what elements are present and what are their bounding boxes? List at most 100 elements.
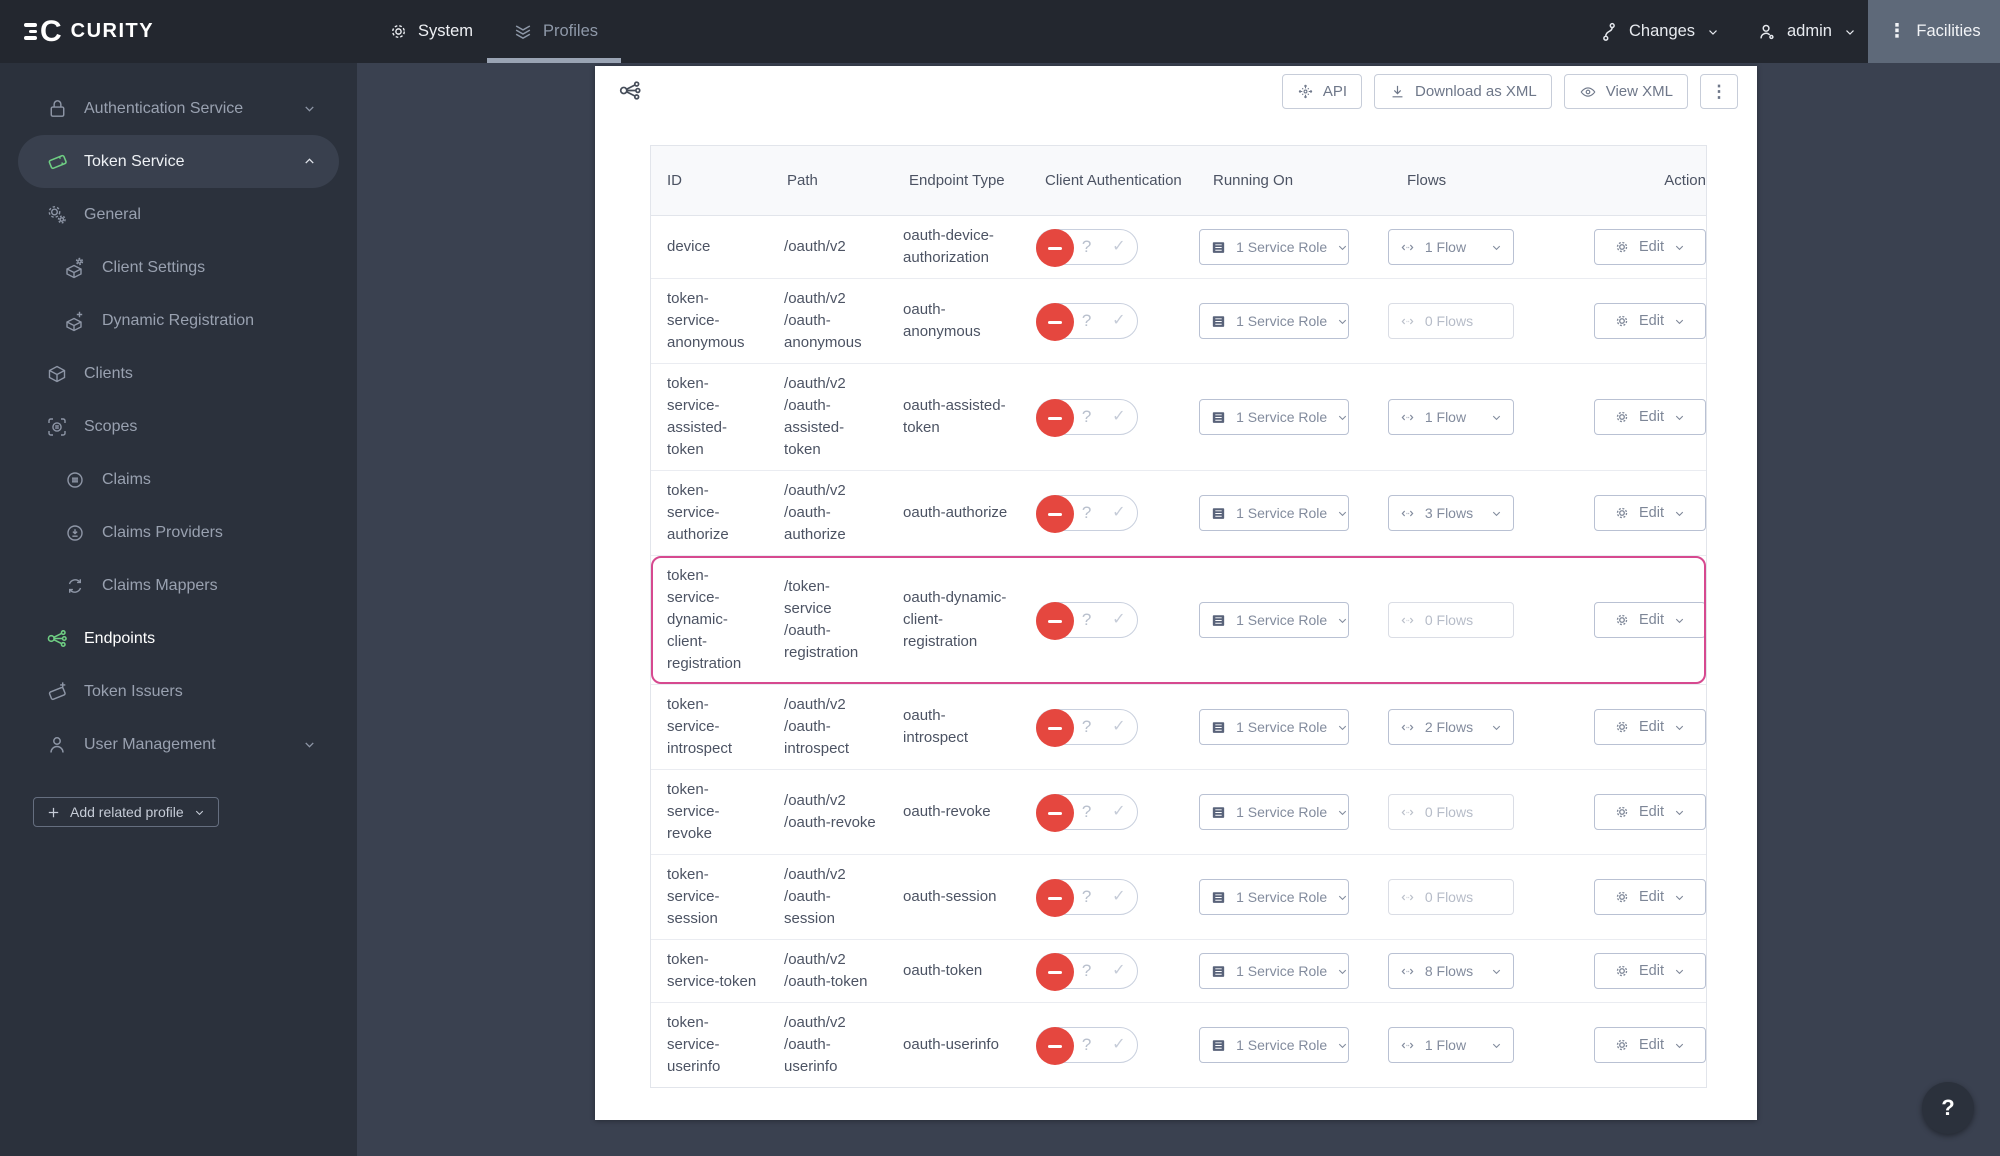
sidebar-item-dynamic-registration[interactable]: Dynamic Registration <box>0 294 357 347</box>
edit-button[interactable]: Edit <box>1594 399 1706 435</box>
add-related-profile-button[interactable]: Add related profile <box>33 797 219 827</box>
sidebar-item-token-issuers[interactable]: Token Issuers <box>0 665 357 718</box>
edit-button[interactable]: Edit <box>1594 953 1706 989</box>
edit-button[interactable]: Edit <box>1594 794 1706 830</box>
running-on-dropdown[interactable]: 1 Service Role <box>1199 879 1350 915</box>
sidebar-item-scopes[interactable]: Scopes <box>0 400 357 453</box>
flows-dropdown[interactable]: 0 Flows <box>1387 303 1514 339</box>
nav-item-admin[interactable]: admin <box>1756 0 1857 63</box>
sidebar-item-token-service[interactable]: Token Service <box>18 135 339 188</box>
auth-enabled-option[interactable]: ✓ <box>1112 1036 1126 1053</box>
auth-enabled-option[interactable]: ✓ <box>1112 312 1126 329</box>
table-row: token-service-revoke ​/oauth​/v2​/oauth-… <box>651 769 1706 854</box>
edit-button[interactable]: Edit <box>1594 495 1706 531</box>
auth-unknown-option[interactable]: ? <box>1081 610 1092 629</box>
auth-disabled-option[interactable] <box>1035 794 1074 832</box>
auth-disabled-option[interactable] <box>1035 602 1074 640</box>
flows-dropdown[interactable]: 0 Flows <box>1387 602 1514 638</box>
client-authentication-toggle[interactable]: ? ✓ <box>1035 879 1138 917</box>
sidebar-item-user-management[interactable]: User Management <box>0 718 357 771</box>
sidebar-item-endpoints[interactable]: Endpoints <box>0 612 357 665</box>
client-authentication-toggle[interactable]: ? ✓ <box>1035 303 1138 341</box>
endpoint-path: ​/oauth​/v2 <box>784 238 846 255</box>
auth-unknown-option[interactable]: ? <box>1081 503 1092 522</box>
auth-enabled-option[interactable]: ✓ <box>1112 962 1126 979</box>
flows-dropdown[interactable]: 1 Flow <box>1387 399 1514 435</box>
client-authentication-toggle[interactable]: ? ✓ <box>1035 229 1138 267</box>
more-options-button[interactable]: ⋮ <box>1700 74 1738 109</box>
auth-enabled-option[interactable]: ✓ <box>1112 888 1126 905</box>
sidebar-item-clients[interactable]: Clients <box>0 347 357 400</box>
running-on-dropdown[interactable]: 1 Service Role <box>1199 1027 1350 1063</box>
edit-button[interactable]: Edit <box>1594 879 1706 915</box>
auth-enabled-option[interactable]: ✓ <box>1112 611 1126 628</box>
auth-disabled-option[interactable] <box>1035 229 1074 267</box>
sidebar-item-general[interactable]: General <box>0 188 357 241</box>
client-authentication-toggle[interactable]: ? ✓ <box>1035 602 1138 640</box>
auth-enabled-option[interactable]: ✓ <box>1112 803 1126 820</box>
auth-enabled-option[interactable]: ✓ <box>1112 238 1126 255</box>
api-button[interactable]: API <box>1281 74 1362 109</box>
auth-unknown-option[interactable]: ? <box>1081 717 1092 736</box>
sidebar-item-claims-mappers[interactable]: Claims Mappers <box>0 559 357 612</box>
auth-enabled-option[interactable]: ✓ <box>1112 408 1126 425</box>
flows-dropdown[interactable]: 2 Flows <box>1387 709 1514 745</box>
auth-unknown-option[interactable]: ? <box>1081 802 1092 821</box>
sidebar-item-authentication-service[interactable]: Authentication Service <box>0 82 357 135</box>
sidebar-item-claims[interactable]: Claims <box>0 453 357 506</box>
running-on-dropdown[interactable]: 1 Service Role <box>1199 229 1350 265</box>
edit-button[interactable]: Edit <box>1594 709 1706 745</box>
chevron-down-icon <box>1336 1039 1349 1052</box>
auth-unknown-option[interactable]: ? <box>1081 887 1092 906</box>
running-on-dropdown[interactable]: 1 Service Role <box>1199 495 1350 531</box>
running-on-dropdown[interactable]: 1 Service Role <box>1199 794 1350 830</box>
auth-unknown-option[interactable]: ? <box>1081 237 1092 256</box>
client-authentication-toggle[interactable]: ? ✓ <box>1035 399 1138 437</box>
nav-item-facilities[interactable]: ⋮ Facilities <box>1868 0 2000 63</box>
edit-button[interactable]: Edit <box>1594 229 1706 265</box>
flows-dropdown[interactable]: 0 Flows <box>1387 879 1514 915</box>
sidebar-item-claims-providers[interactable]: Claims Providers <box>0 506 357 559</box>
flows-dropdown[interactable]: 3 Flows <box>1387 495 1514 531</box>
auth-disabled-option[interactable] <box>1035 1027 1074 1065</box>
auth-unknown-option[interactable]: ? <box>1081 961 1092 980</box>
flows-dropdown[interactable]: 1 Flow <box>1387 1027 1514 1063</box>
running-on-dropdown[interactable]: 1 Service Role <box>1199 399 1350 435</box>
edit-button[interactable]: Edit <box>1594 602 1706 638</box>
auth-unknown-option[interactable]: ? <box>1081 311 1092 330</box>
auth-disabled-option[interactable] <box>1035 495 1074 533</box>
flows-dropdown[interactable]: 1 Flow <box>1387 229 1514 265</box>
auth-enabled-option[interactable]: ✓ <box>1112 504 1126 521</box>
auth-disabled-option[interactable] <box>1035 879 1074 917</box>
flows-dropdown[interactable]: 0 Flows <box>1387 794 1514 830</box>
client-authentication-toggle[interactable]: ? ✓ <box>1035 1027 1138 1065</box>
auth-enabled-option[interactable]: ✓ <box>1112 718 1126 735</box>
flows-value: 0 Flows <box>1424 804 1474 820</box>
auth-disabled-option[interactable] <box>1035 303 1074 341</box>
auth-disabled-option[interactable] <box>1035 399 1074 437</box>
view-xml-button[interactable]: View XML <box>1563 74 1688 109</box>
client-authentication-toggle[interactable]: ? ✓ <box>1035 495 1138 533</box>
auth-unknown-option[interactable]: ? <box>1081 1035 1092 1054</box>
running-on-dropdown[interactable]: 1 Service Role <box>1199 953 1350 989</box>
curity-logo[interactable]: C CURITY <box>24 0 154 63</box>
running-on-dropdown[interactable]: 1 Service Role <box>1199 602 1350 638</box>
endpoint-type: oauth-introspect <box>903 707 969 746</box>
download-xml-button[interactable]: Download as XML <box>1374 74 1552 109</box>
sidebar-item-client-settings[interactable]: Client Settings <box>0 241 357 294</box>
nav-item-system[interactable]: System <box>388 0 473 63</box>
running-on-dropdown[interactable]: 1 Service Role <box>1199 709 1350 745</box>
help-button[interactable]: ? <box>1922 1082 1974 1134</box>
auth-unknown-option[interactable]: ? <box>1081 407 1092 426</box>
client-authentication-toggle[interactable]: ? ✓ <box>1035 953 1138 991</box>
edit-button[interactable]: Edit <box>1594 303 1706 339</box>
nav-item-profiles[interactable]: Profiles <box>512 0 598 63</box>
auth-disabled-option[interactable] <box>1035 709 1074 747</box>
edit-button[interactable]: Edit <box>1594 1027 1706 1063</box>
flows-dropdown[interactable]: 8 Flows <box>1387 953 1514 989</box>
client-authentication-toggle[interactable]: ? ✓ <box>1035 709 1138 747</box>
running-on-dropdown[interactable]: 1 Service Role <box>1199 303 1350 339</box>
auth-disabled-option[interactable] <box>1035 953 1074 991</box>
client-authentication-toggle[interactable]: ? ✓ <box>1035 794 1138 832</box>
nav-item-changes[interactable]: Changes <box>1598 0 1720 63</box>
